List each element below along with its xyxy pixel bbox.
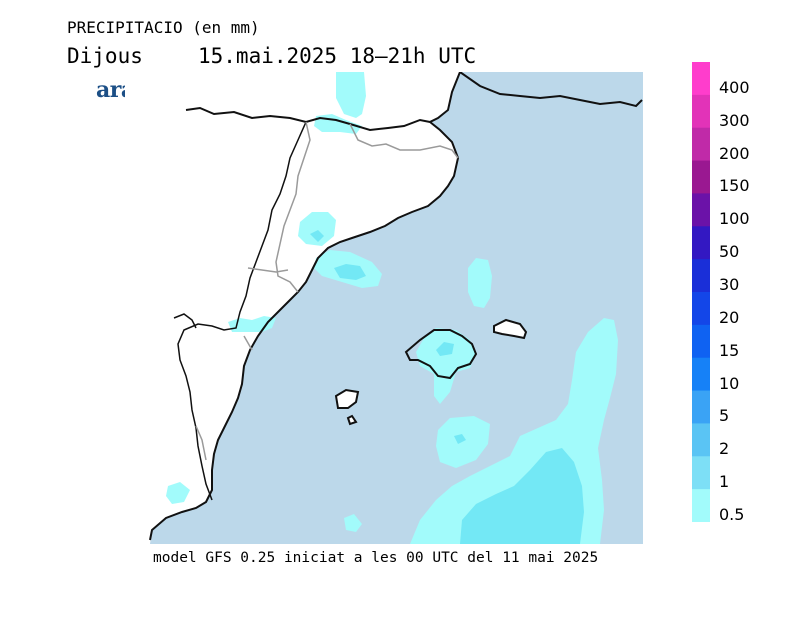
scale-label: 150 (719, 176, 750, 196)
precip-mid-areas (310, 230, 584, 544)
scale-label: 1 (719, 472, 730, 492)
scale-label: 100 (719, 209, 750, 229)
eivissa (334, 388, 360, 409)
scale-swatch (692, 357, 710, 392)
scale-label: 30 (719, 275, 740, 294)
scale-swatch (692, 292, 710, 326)
forecast-datetime: 15.mai.2025 18—21h UTC (198, 44, 477, 68)
scale-swatch (692, 193, 710, 227)
land-mainland (125, 72, 460, 544)
scale-swatch (692, 62, 710, 96)
color-scale (692, 62, 710, 522)
formentera (346, 414, 358, 426)
northern-coast (459, 72, 643, 108)
chart-title: PRECIPITACIO (en mm) (67, 18, 260, 37)
precipitation-map (125, 72, 643, 544)
mallorca (404, 329, 478, 380)
scale-swatch (692, 226, 710, 260)
forecast-day: Dijous (67, 44, 143, 68)
scale-label: 5 (719, 406, 730, 426)
scale-label: 400 (719, 77, 750, 97)
scale-label: 20 (719, 307, 740, 327)
left-border (173, 313, 197, 329)
scale-swatch (692, 390, 710, 424)
scale-label: 0.5 (719, 505, 745, 524)
scale-label: 15 (719, 340, 740, 360)
scale-label: 10 (719, 373, 740, 393)
scale-swatch (692, 259, 710, 293)
scale-label: 300 (719, 110, 750, 130)
islands (334, 318, 528, 426)
scale-label: 200 (719, 143, 750, 163)
province-borders (195, 121, 459, 461)
scale-swatch (692, 456, 710, 490)
model-info: model GFS 0.25 iniciat a les 00 UTC del … (153, 550, 599, 566)
scale-swatch (692, 489, 710, 522)
western-border (177, 121, 307, 501)
scale-swatch (692, 127, 710, 162)
pyrenees-border (185, 106, 431, 132)
scale-label: 2 (719, 439, 730, 459)
menorca (493, 318, 528, 340)
scale-swatch (692, 94, 710, 129)
scale-swatch (692, 160, 710, 194)
scale-swatch (692, 324, 710, 359)
scale-swatch (692, 423, 710, 457)
scale-label: 50 (719, 242, 740, 262)
